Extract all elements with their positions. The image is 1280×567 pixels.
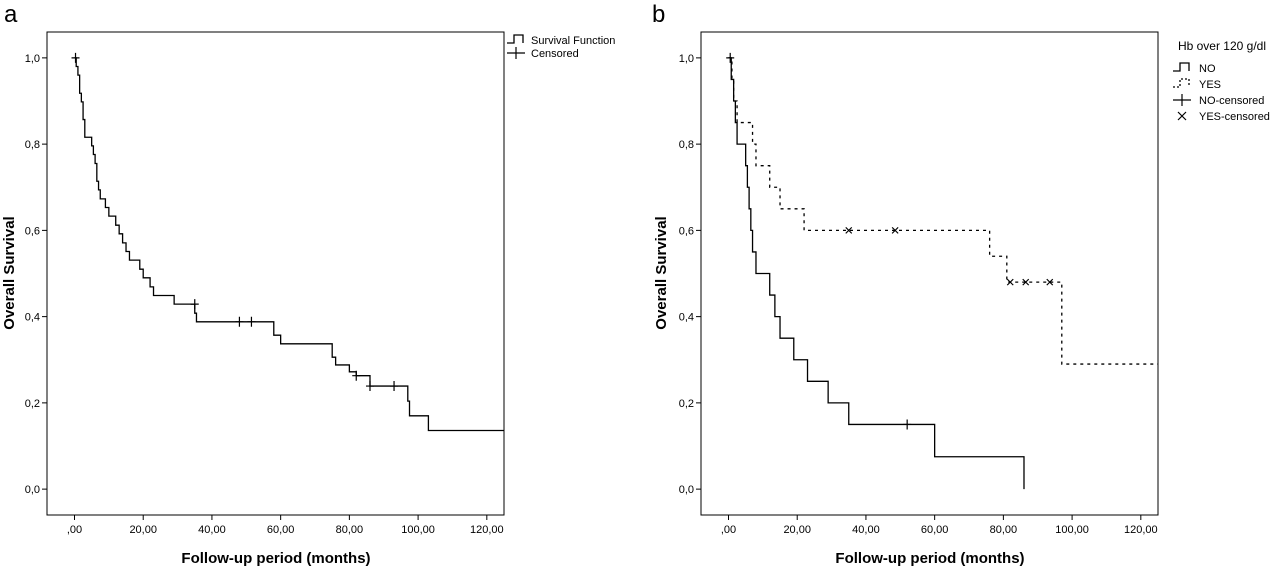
legend-item: YES-censored	[1177, 111, 1270, 123]
legend-label: NO-censored	[1199, 95, 1264, 107]
legend-item: Censored	[507, 47, 579, 60]
survival-curve-survival-function	[74, 57, 504, 432]
legend-cross-symbol	[1177, 111, 1187, 121]
survival-curve-no	[728, 57, 1025, 490]
y-tick-label: 0,8	[679, 139, 694, 151]
y-tick-label: 0,6	[25, 225, 40, 237]
panel-b-legend: Hb over 120 g/dl NO YES NO-censored YES-cen…	[1173, 39, 1270, 123]
censor-plus-mark	[903, 419, 912, 430]
x-tick-label: 120,00	[1124, 524, 1158, 536]
panel-a-plot-frame	[46, 31, 505, 516]
x-tick-label: 80,00	[990, 524, 1018, 536]
x-tick-label: 120,00	[470, 524, 504, 536]
censor-cross-mark	[1006, 278, 1014, 286]
panel-b-letter: b	[652, 1, 665, 28]
panel-b-plot-frame	[700, 31, 1159, 516]
panel-b-ticks: ,00 20,00 40,00 60,00 80,00 100,00 120,00 0,0 0,…	[679, 53, 1158, 536]
legend-step-symbol	[1173, 62, 1190, 72]
panel-a-letter: a	[4, 1, 18, 28]
censor-plus-mark	[726, 52, 735, 63]
panel-b-legend-items: NO YES NO-censored YES-censored	[1173, 62, 1270, 123]
legend-label: NO	[1199, 63, 1216, 75]
panel-b: b Follow-up period (months) Overall Surv…	[652, 1, 1270, 567]
legend-item: Survival Function	[507, 34, 615, 47]
censor-cross-mark	[845, 226, 853, 234]
y-tick-label: 0,4	[679, 312, 694, 324]
x-tick-label: ,00	[67, 524, 82, 536]
y-tick-label: 0,6	[679, 225, 694, 237]
panel-a-series	[74, 57, 504, 432]
legend-plus-symbol	[507, 47, 525, 59]
x-tick-label: 100,00	[401, 524, 435, 536]
panel-a-x-axis-title: Follow-up period (months)	[181, 550, 370, 567]
panel-b-censor-marks	[726, 52, 1054, 430]
x-tick-label: ,00	[721, 524, 736, 536]
y-tick-label: 0,8	[25, 139, 40, 151]
panel-b-legend-title: Hb over 120 g/dl	[1178, 39, 1266, 53]
panel-b-x-axis-title: Follow-up period (months)	[835, 550, 1024, 567]
y-tick-label: 1,0	[679, 53, 694, 65]
y-tick-label: 0,4	[25, 312, 40, 324]
y-tick-label: 0,0	[25, 484, 40, 496]
x-tick-label: 100,00	[1055, 524, 1089, 536]
legend-label: Survival Function	[531, 35, 615, 47]
y-tick-label: 0,2	[25, 398, 40, 410]
y-tick-label: 1,0	[25, 53, 40, 65]
legend-item: NO	[1173, 62, 1216, 75]
x-tick-label: 20,00	[783, 524, 811, 536]
x-tick-label: 40,00	[852, 524, 880, 536]
x-tick-label: 20,00	[129, 524, 157, 536]
censor-plus-mark	[190, 299, 199, 310]
x-tick-label: 60,00	[267, 524, 295, 536]
legend-step-symbol	[507, 34, 524, 44]
panel-a-censor-marks	[71, 52, 399, 392]
legend-plus-symbol	[1173, 94, 1191, 106]
censor-plus-mark	[247, 316, 256, 327]
x-tick-label: 80,00	[336, 524, 364, 536]
censor-plus-mark	[235, 316, 244, 327]
y-tick-label: 0,0	[679, 484, 694, 496]
panel-a-y-axis-title: Overall Survival	[1, 216, 18, 329]
legend-item: NO-censored	[1173, 94, 1264, 107]
legend-item: YES	[1173, 78, 1221, 91]
y-tick-label: 0,2	[679, 398, 694, 410]
censor-cross-mark	[1046, 278, 1054, 286]
censor-cross-mark	[891, 226, 899, 234]
panel-b-y-axis-title: Overall Survival	[653, 216, 670, 329]
x-tick-label: 40,00	[198, 524, 226, 536]
censor-plus-mark	[71, 52, 80, 63]
legend-step-symbol	[1173, 78, 1190, 88]
legend-label: YES	[1199, 79, 1221, 91]
panel-a: a Follow-up period (months) Overall Surv…	[1, 1, 615, 567]
x-tick-label: 60,00	[921, 524, 949, 536]
censor-plus-mark	[365, 381, 374, 392]
legend-label: Censored	[531, 48, 579, 60]
legend-label: YES-censored	[1199, 111, 1270, 123]
censor-plus-mark	[352, 370, 361, 381]
survival-curve-yes	[728, 57, 1158, 365]
censor-cross-mark	[1022, 278, 1030, 286]
panel-b-series	[728, 57, 1158, 490]
censor-plus-mark	[390, 381, 399, 392]
panel-a-ticks: ,00 20,00 40,00 60,00 80,00 100,00 120,00 0,0 0,…	[25, 53, 504, 536]
